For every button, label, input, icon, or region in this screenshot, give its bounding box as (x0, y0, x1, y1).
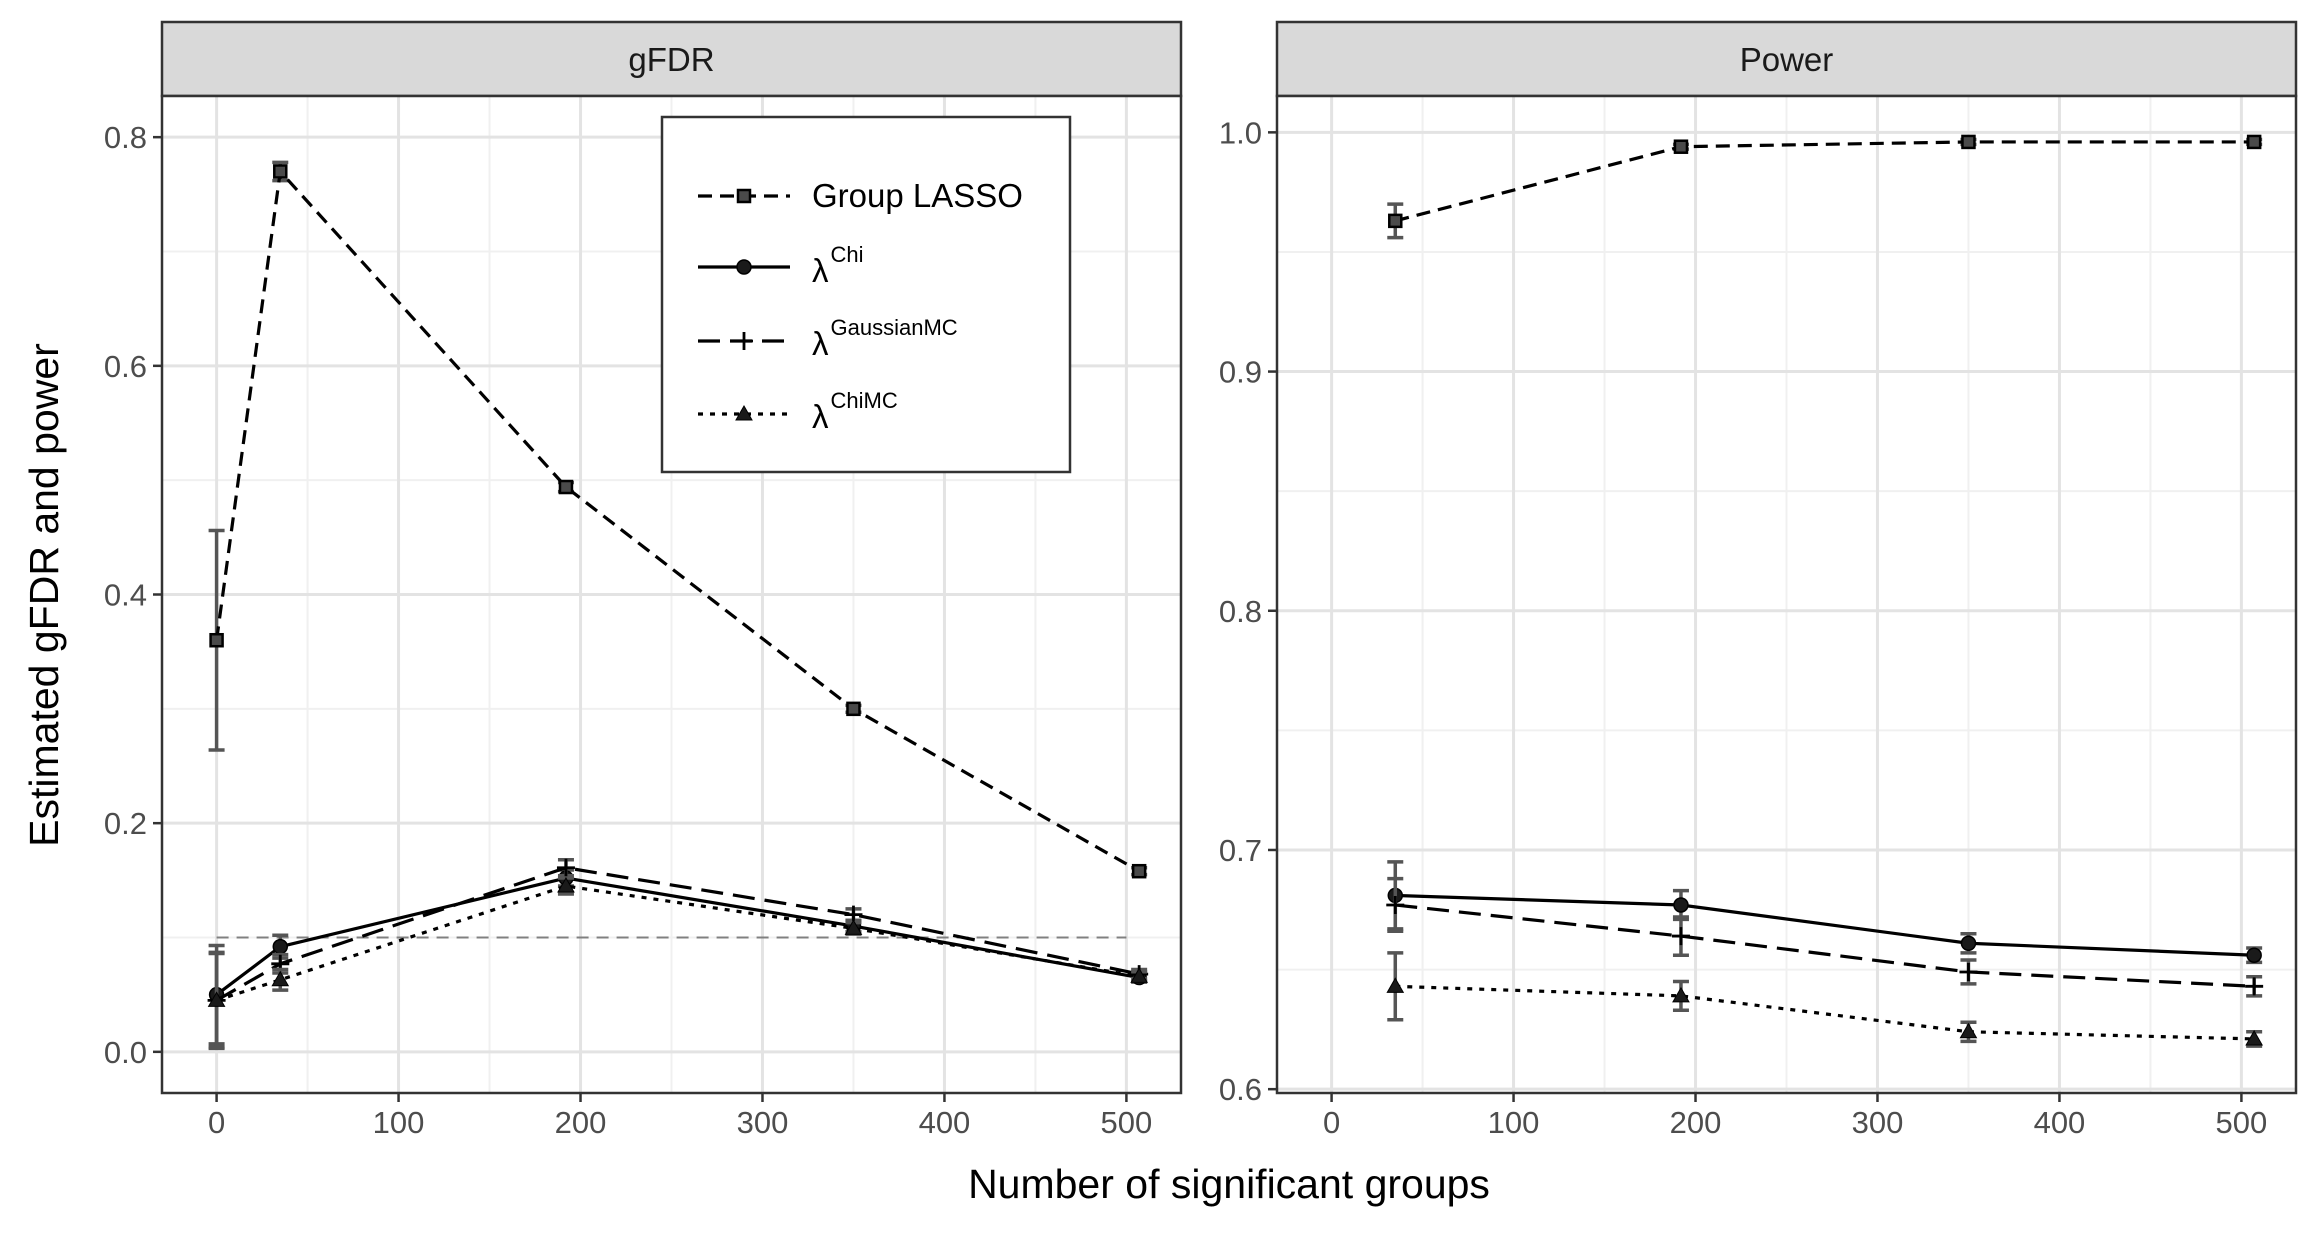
panel-gfdr-group-lasso-point (273, 164, 288, 179)
panel-power-lambda-chimc-point (1672, 986, 1690, 1003)
legend: Group LASSO λChi λGaussianMC λChiMC (660, 115, 1072, 474)
panel-gfdr-x-tick-label: 200 (555, 1105, 607, 1140)
panel-power-lambda-chimc-point (2245, 1029, 2264, 1046)
panel-power-lambda-gaussianmc-point (1959, 962, 1978, 981)
x-axis-title: Number of significant groups (968, 1161, 1490, 1207)
panel-power-lambda-chi-point (1673, 897, 1689, 913)
strip-label-power: Power (1740, 41, 1834, 78)
strip-gfdr (160, 20, 1183, 98)
panel-power-x-tick-label: 200 (1670, 1105, 1722, 1140)
panel-gfdr-series (207, 160, 1149, 1051)
panel-gfdr-lambda-chimc-point (1130, 967, 1149, 983)
panel-gfdr-x-tick-label: 500 (1101, 1105, 1153, 1140)
panel-gfdr-x-tick-label: 0 (208, 1105, 225, 1140)
legend-label-lambda-chi: λChi (812, 242, 864, 289)
legend-label-group-lasso: Group LASSO (812, 177, 1023, 214)
panel-gfdr-x-tick-label: 300 (737, 1105, 789, 1140)
legend-label-lambda-chimc: λChiMC (812, 388, 898, 435)
panel-power-lambda-gaussianmc-line (1395, 903, 2255, 988)
strip-label-gfdr: gFDR (628, 41, 714, 78)
panel-power-lambda-chi-line (1395, 893, 2255, 957)
panel-gfdr-group-lasso-point (1131, 863, 1147, 879)
panel-power-group-lasso-point (1673, 139, 1689, 154)
legend-box (660, 115, 1072, 474)
panel-power-ticks: 0 100 200 300 400 500 0.6 0.7 0.8 0.9 1.0 (1219, 115, 2267, 1140)
panel-gfdr-lambda-chimc-point (207, 991, 226, 1007)
panel-power-series (1386, 134, 2264, 1048)
panel-power-border (1275, 94, 2298, 1095)
legend-label-lambda-gaussianmc: λGaussianMC (812, 315, 958, 362)
panel-power-y-tick-label: 0.6 (1219, 1072, 1262, 1107)
panel-gfdr-x-tick-label: 400 (919, 1105, 971, 1140)
panel-gfdr-group-lasso-point (846, 701, 861, 717)
panel-power-lambda-chimc-point (1386, 977, 1405, 993)
legend-key-marker-lambda-chi (736, 259, 752, 275)
panel-gfdr-y-tick-label: 0.2 (104, 806, 147, 841)
panel-power-lambda-gaussianmc-point (2245, 977, 2264, 996)
panel-power-y-tick-label: 1.0 (1219, 115, 1262, 150)
legend-key-marker-group-lasso (736, 188, 752, 204)
panel-gfdr-y-tick-label: 0.6 (104, 349, 147, 384)
panel-gfdr-group-lasso-line (215, 169, 1140, 873)
panel-power-y-tick-label: 0.9 (1219, 355, 1262, 390)
panel-gfdr-group-lasso-point (209, 632, 224, 648)
legend-keys (698, 188, 790, 421)
panel-power-group-lasso-point (1388, 213, 1403, 229)
panel-gfdr-lambda-chi-point (272, 938, 289, 955)
panel-gfdr-lambda-chimc-point (557, 877, 575, 893)
panel-power-lambda-chi-point (2246, 947, 2262, 963)
panel-power-group-lasso-point (2246, 134, 2262, 150)
panel-gfdr-lambda-chimc-point (844, 919, 863, 935)
panel-power-x-tick-label: 100 (1488, 1105, 1540, 1140)
panel-gfdr-lambda-chimc-point (271, 970, 290, 987)
panel-power-lambda-chimc-point (1959, 1022, 1978, 1039)
panel-power-x-tick-label: 0 (1323, 1105, 1340, 1140)
panel-gfdr-y-tick-label: 0.4 (104, 578, 147, 613)
panel-power-x-tick-label: 400 (2034, 1105, 2086, 1140)
panel-power-x-tick-label: 300 (1852, 1105, 1904, 1140)
panel-gfdr-lambda-gaussianmc-line (215, 866, 1140, 1002)
panel-power-lambda-chi-point (1960, 935, 1977, 952)
panel-gfdr-lambda-gaussianmc-point (556, 858, 575, 877)
panel-gfdr-y-tick-label: 0.8 (104, 120, 147, 155)
panel-gfdr-group-lasso-point (558, 479, 574, 495)
panel-power-group-lasso-point (1961, 134, 1976, 150)
legend-key-marker-lambda-chimc (735, 404, 753, 421)
legend-key-marker-lambda-gaussianmc (735, 332, 753, 350)
panel-power-y-tick-label: 0.8 (1219, 594, 1262, 629)
y-axis-title: Estimated gFDR and power (21, 343, 67, 847)
panel-gfdr-x-tick-label: 100 (373, 1105, 425, 1140)
panel-power-lambda-gaussianmc-point (1386, 895, 1405, 914)
panel-power-y-tick-label: 0.7 (1219, 833, 1262, 868)
panel-gfdr-y-tick-label: 0.0 (104, 1035, 147, 1070)
panel-power-lambda-gaussianmc-point (1671, 927, 1690, 946)
panel-power-x-tick-label: 500 (2216, 1105, 2268, 1140)
panel-gfdr-ticks: 0 100 200 300 400 500 0.0 0.2 0.4 0.6 0.8 (104, 120, 1152, 1140)
